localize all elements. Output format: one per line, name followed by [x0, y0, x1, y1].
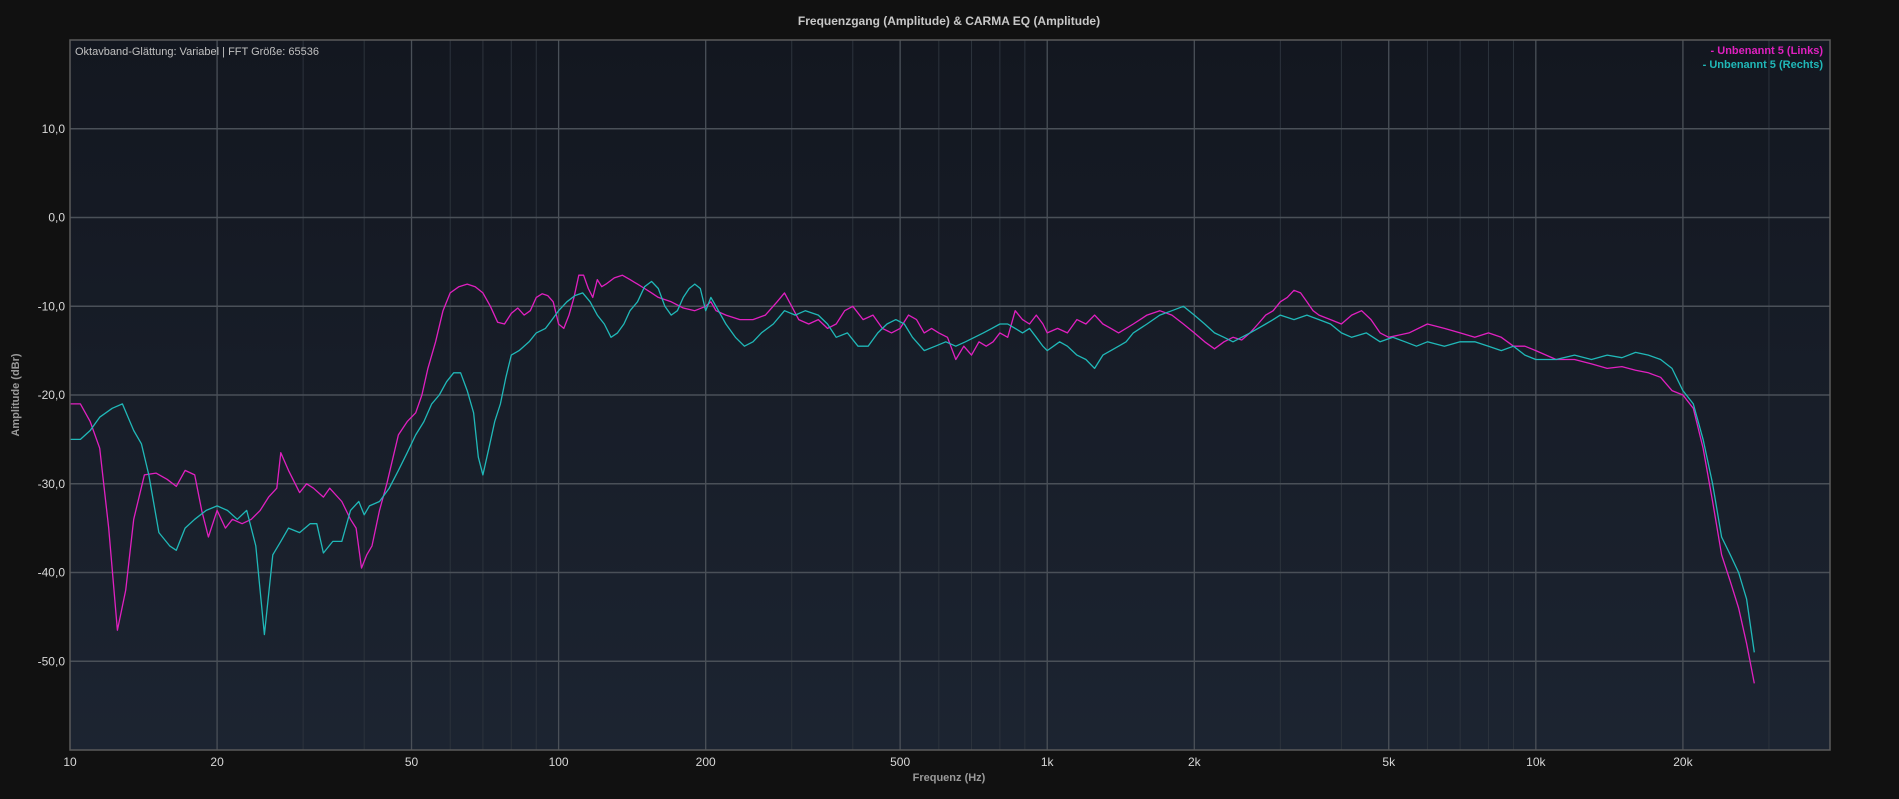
chart-subtitle: Oktavband-Glättung: Variabel | FFT Größe…	[75, 46, 319, 58]
series-line-1	[70, 280, 1755, 653]
legend-entry-rechts: - Unbenannt 5 (Rechts)	[1703, 59, 1824, 71]
y-tick-label: -50,0	[38, 654, 66, 668]
y-tick-label: -40,0	[38, 566, 66, 580]
x-tick-label: 200	[696, 755, 716, 769]
x-axis-label: Frequenz (Hz)	[913, 772, 986, 784]
x-tick-label: 2k	[1188, 755, 1202, 769]
tick-labels: 10 20 50 100 200 500 1k 2k 5k 10k 20k 10,0 0,0 -10,0 -…	[38, 122, 1694, 769]
x-tick-label: 50	[405, 755, 419, 769]
x-tick-label: 100	[549, 755, 569, 769]
x-tick-label: 10	[63, 755, 77, 769]
y-tick-label: -20,0	[38, 388, 66, 402]
series-layer	[70, 274, 1755, 684]
legend-entry-links: - Unbenannt 5 (Links)	[1711, 45, 1824, 57]
x-tick-label: 10k	[1526, 755, 1546, 769]
x-tick-label: 20k	[1673, 755, 1693, 769]
y-tick-label: -30,0	[38, 477, 66, 491]
chart-title: Frequenzgang (Amplitude) & CARMA EQ (Amp…	[798, 14, 1100, 28]
x-tick-label: 1k	[1041, 755, 1055, 769]
y-tick-label: -10,0	[38, 299, 66, 313]
y-tick-label: 0,0	[48, 211, 65, 225]
y-tick-label: 10,0	[42, 122, 66, 136]
x-tick-label: 20	[210, 755, 224, 769]
x-tick-label: 5k	[1382, 755, 1396, 769]
series-line-0	[70, 274, 1755, 684]
plot-frame	[69, 39, 1831, 751]
grid	[70, 40, 1830, 750]
legend: - Unbenannt 5 (Links) - Unbenannt 5 (Rec…	[1703, 45, 1824, 71]
y-axis-label: Amplitude (dBr)	[10, 353, 22, 436]
x-tick-label: 500	[890, 755, 910, 769]
